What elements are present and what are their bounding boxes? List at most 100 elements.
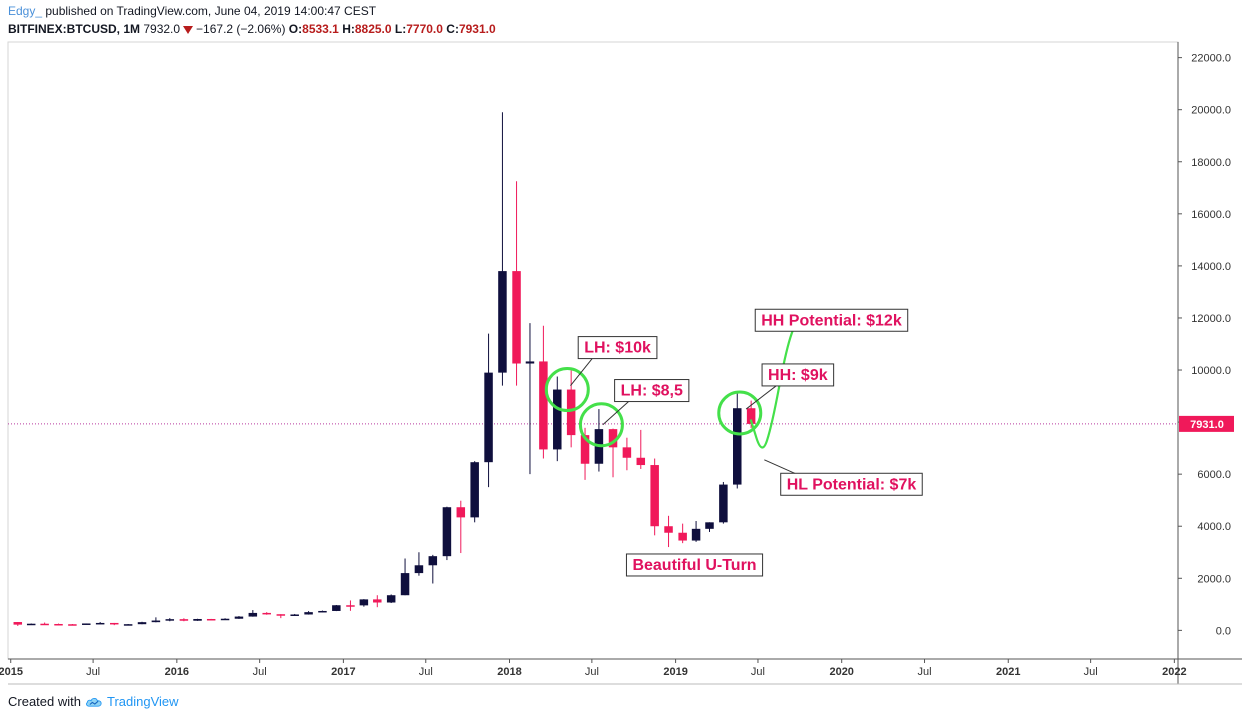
annotation-label: Beautiful U-Turn [632, 557, 756, 574]
y-tick-label: 18000.0 [1191, 157, 1231, 169]
candle-body [636, 457, 646, 466]
candle-body [622, 447, 632, 458]
low-label: L: [394, 22, 407, 36]
annotation-box [761, 363, 835, 387]
y-tick-label: 22000.0 [1191, 53, 1231, 65]
candle-body [498, 271, 507, 373]
candle-body [678, 532, 687, 541]
candle-body [54, 623, 63, 626]
candle-body [220, 618, 230, 621]
candle-body [179, 619, 189, 621]
annotation-label: LH: $8,5 [621, 383, 683, 400]
y-tick-label: 2000.0 [1197, 573, 1231, 585]
y-tick-label: 10000.0 [1191, 365, 1231, 377]
annotation-pointer [745, 385, 777, 410]
price-change: −167.2 (−2.06%) [196, 22, 286, 36]
x-tick-label: 2019 [663, 666, 687, 678]
candle-body [414, 565, 424, 574]
annotation-box [614, 379, 690, 403]
y-tick-label: 0.0 [1216, 625, 1231, 637]
candle-body [359, 599, 369, 606]
publish-info: published on TradingView.com, June 04, 2… [42, 4, 377, 18]
candle-body [705, 522, 714, 529]
candle-body [539, 361, 548, 450]
x-tick-label: Jul [419, 666, 433, 678]
x-tick-label: Jul [1084, 666, 1098, 678]
candle-body [110, 622, 119, 625]
y-tick-label: 16000.0 [1191, 209, 1231, 221]
candle-body [386, 595, 396, 603]
x-tick-label: Jul [917, 666, 931, 678]
low-value: 7770.0 [406, 22, 443, 36]
high-label: H: [342, 22, 355, 36]
highlight-circle [578, 402, 624, 448]
annotation-pointer [570, 358, 593, 386]
candle-body [373, 599, 382, 603]
y-tick-label: 6000.0 [1197, 469, 1231, 481]
candle-body [428, 556, 438, 566]
annotation-box [625, 553, 764, 577]
candle-body [13, 622, 23, 625]
x-tick-label: Jul [86, 666, 100, 678]
candle-body [206, 618, 216, 621]
annotation-label: HL Potential: $7k [787, 476, 917, 493]
candle-body [608, 429, 618, 448]
candle-body [456, 507, 466, 518]
x-tick-label: Jul [253, 666, 267, 678]
candle-body [691, 528, 701, 541]
footer: Created with TradingView [8, 694, 179, 709]
annotation-box [780, 472, 923, 496]
candle-body [746, 408, 756, 424]
candle-body [234, 616, 244, 619]
x-tick-label: 2022 [1162, 666, 1186, 678]
candle-body [290, 614, 299, 616]
candle-body [137, 622, 147, 625]
close-value: 7931.0 [458, 22, 496, 36]
annotation-label: HH Potential: $12k [761, 312, 902, 329]
annotation-box [577, 336, 658, 360]
candle-body [664, 526, 673, 533]
candle-body [248, 612, 258, 617]
y-tick-label: 14000.0 [1191, 261, 1231, 273]
publish-header: Edgy_ published on TradingView.com, June… [8, 4, 376, 18]
open-label: O: [288, 22, 303, 36]
candle-body [262, 612, 271, 615]
candle-body [566, 389, 576, 436]
annotation-pointer [764, 459, 795, 474]
x-tick-label: Jul [585, 666, 599, 678]
created-with-label: Created with [8, 694, 81, 709]
x-tick-label: 2020 [829, 666, 853, 678]
candle-body [719, 484, 728, 523]
author-link[interactable]: Edgy_ [8, 4, 43, 18]
symbol-header: BITFINEX:BTCUSD, 1M 7932.0 −167.2 (−2.06%… [8, 22, 496, 36]
annotation-label: HH: $9k [768, 367, 828, 384]
highlight-circle [717, 390, 763, 436]
candle-body [151, 620, 161, 623]
candle-body [470, 462, 479, 518]
last-price-tag [1179, 415, 1234, 432]
x-tick-label: Jul [751, 666, 765, 678]
candle-body [123, 624, 133, 626]
annotation-pointer [602, 401, 629, 426]
x-tick-label: 2021 [996, 666, 1020, 678]
last-price: 7932.0 [143, 22, 181, 36]
close-label: C: [446, 22, 459, 36]
last-price-tag-label: 7931.0 [1190, 419, 1224, 431]
x-tick-label: 2018 [497, 666, 521, 678]
tradingview-brand[interactable]: TradingView [106, 694, 179, 709]
candle-body [484, 372, 493, 463]
candle-body [525, 361, 535, 364]
candle-body [650, 465, 659, 527]
highlight-circle [544, 367, 590, 413]
candle-body [580, 435, 590, 464]
symbol-label: BITFINEX:BTCUSD, 1M [8, 22, 140, 36]
candle-body [442, 507, 452, 557]
x-tick-label: 2015 [0, 666, 23, 678]
candle-body [318, 610, 327, 613]
candle-body [553, 389, 562, 450]
candle-body [332, 605, 341, 611]
y-tick-label: 4000.0 [1197, 521, 1231, 533]
candle-body [68, 624, 77, 626]
candle-body [26, 623, 36, 626]
